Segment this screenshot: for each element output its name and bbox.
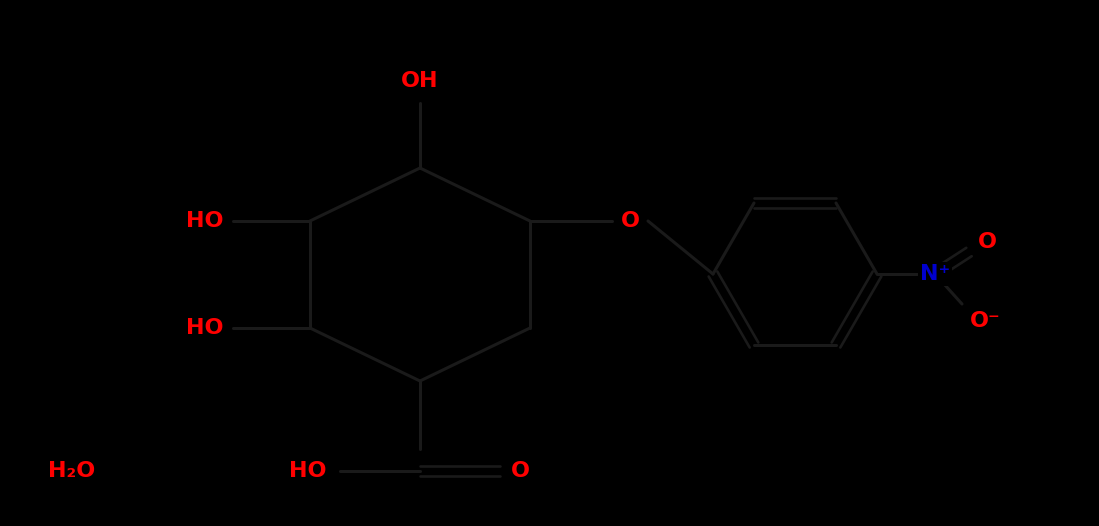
Text: O⁻: O⁻ <box>969 311 1000 331</box>
Text: HO: HO <box>289 461 326 481</box>
Text: HO: HO <box>186 211 224 231</box>
Text: N⁺: N⁺ <box>920 264 951 284</box>
Text: OH: OH <box>401 71 439 91</box>
Text: O: O <box>977 232 997 252</box>
Text: O: O <box>621 211 640 231</box>
Text: HO: HO <box>186 318 224 338</box>
Text: O: O <box>511 461 530 481</box>
Text: H₂O: H₂O <box>48 461 96 481</box>
